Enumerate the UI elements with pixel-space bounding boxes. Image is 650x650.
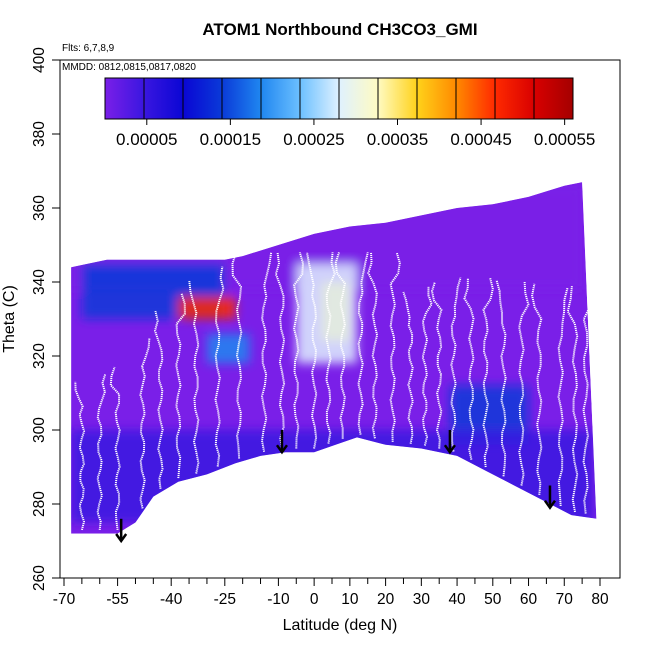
x-axis-label: Latitude (deg N) — [283, 617, 398, 634]
x-tick-label: -70 — [53, 591, 76, 608]
flight-profile — [139, 338, 151, 509]
x-tick-label: 0 — [310, 591, 319, 608]
colorbar-tick-label: 0.00025 — [283, 130, 344, 149]
field-region — [178, 296, 236, 319]
y-tick-label: 400 — [31, 47, 48, 73]
flight-profile — [482, 278, 494, 468]
marker-arrow-head — [543, 499, 556, 510]
field-region — [206, 333, 250, 364]
field-region — [296, 263, 358, 364]
marker-arrows — [115, 430, 556, 544]
flight-profile — [557, 287, 569, 506]
colorbar-tick-label: 0.00005 — [116, 130, 177, 149]
x-tick-label: -55 — [106, 591, 128, 608]
flight-profile — [518, 281, 530, 486]
colorbar: 0.00005 0.00015 0.00025 0.00035 0.00045 0.000… — [104, 77, 595, 149]
colorbar-tick-label: 0.00055 — [534, 130, 595, 149]
flight-profile — [402, 291, 414, 444]
flight-profile — [175, 292, 186, 479]
flight-profile — [293, 252, 305, 449]
x-axis: -70 -55 -40 -25 -10 0 10 20 30 40 50 60 70 80 — [53, 578, 609, 608]
x-tick-label: 60 — [520, 591, 538, 608]
flight-profile — [582, 280, 594, 514]
y-tick-label: 300 — [31, 417, 48, 443]
x-tick-label: 40 — [448, 591, 466, 608]
colorbar-tick-label: 0.00035 — [367, 130, 428, 149]
flight-profile — [430, 281, 443, 449]
x-tick-label: -40 — [160, 591, 183, 608]
y-tick-label: 260 — [31, 565, 48, 591]
x-tick-label: -25 — [214, 591, 236, 608]
marker-arrow-head — [443, 444, 456, 455]
y-tick-label: 280 — [31, 491, 48, 517]
y-tick-label: 380 — [31, 121, 48, 147]
colorbar-tick-label: 0.00045 — [450, 130, 511, 149]
flight-profile — [188, 280, 200, 474]
flight-profile — [274, 252, 286, 450]
chart-title: ATOM1 Northbound CH3CO3_GMI — [202, 20, 477, 39]
flight-profile — [357, 252, 369, 435]
marker-arrow-head — [275, 444, 288, 455]
flight-profile — [389, 252, 401, 442]
y-axis-label: Theta (C) — [1, 285, 18, 353]
flight-profile — [153, 310, 164, 489]
flight-profile — [367, 252, 379, 439]
y-tick-label: 320 — [31, 343, 48, 369]
flight-profile — [421, 286, 433, 446]
y-axis: 260 280 300 320 340 360 380 400 — [31, 47, 60, 591]
x-tick-label: 80 — [591, 591, 609, 608]
flight-profile — [495, 279, 507, 477]
x-tick-label: 70 — [556, 591, 574, 608]
plot-frame — [59, 59, 621, 579]
concentration-field — [71, 182, 597, 534]
field-region — [71, 430, 593, 523]
x-tick-label: 10 — [341, 591, 359, 608]
dates-note: MMDD: 0812,0815,0817,0820 — [62, 62, 196, 73]
flight-profile — [531, 283, 543, 495]
flight-profile — [463, 278, 475, 460]
marker-arrow-head — [115, 533, 128, 544]
flights-note: Flts: 6,7,8,9 — [62, 43, 115, 54]
y-tick-label: 340 — [31, 269, 48, 295]
y-tick-label: 360 — [31, 195, 48, 221]
flight-profile — [306, 252, 318, 449]
flight-profile — [325, 252, 336, 444]
colorbar-tick-label: 0.00015 — [200, 130, 261, 149]
x-tick-label: 20 — [377, 591, 395, 608]
flight-profile — [334, 252, 346, 439]
x-tick-label: 50 — [484, 591, 502, 608]
x-tick-label: 30 — [413, 591, 431, 608]
flight-profile — [231, 252, 243, 459]
flight-profiles — [74, 252, 594, 531]
flight-profile — [566, 286, 579, 513]
flight-profile — [450, 277, 462, 452]
x-tick-label: -10 — [267, 591, 290, 608]
flight-profile — [74, 381, 86, 531]
flight-profile — [96, 374, 107, 531]
flight-profile — [214, 266, 225, 467]
